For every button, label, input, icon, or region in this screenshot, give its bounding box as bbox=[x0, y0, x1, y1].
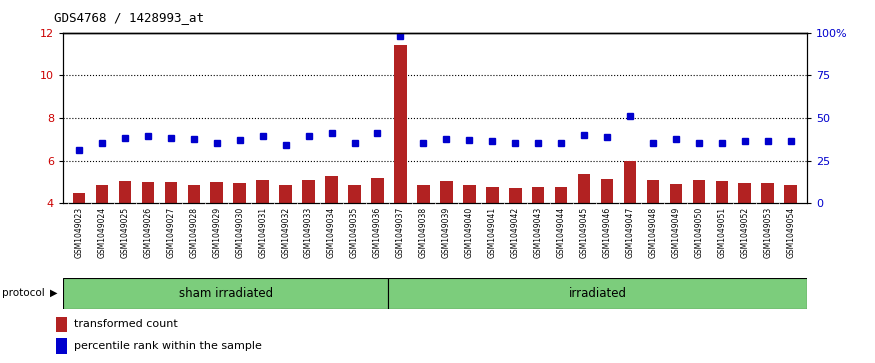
Text: GSM1049037: GSM1049037 bbox=[396, 207, 405, 258]
Text: GSM1049041: GSM1049041 bbox=[487, 207, 497, 258]
Bar bbox=[56, 338, 67, 354]
Bar bbox=[647, 180, 659, 203]
Text: GSM1049040: GSM1049040 bbox=[465, 207, 473, 258]
Text: GSM1049049: GSM1049049 bbox=[671, 207, 681, 258]
Bar bbox=[73, 193, 86, 203]
Text: GSM1049025: GSM1049025 bbox=[121, 207, 130, 258]
Text: GSM1049031: GSM1049031 bbox=[258, 207, 267, 258]
Text: irradiated: irradiated bbox=[569, 287, 626, 299]
Text: GSM1049052: GSM1049052 bbox=[740, 207, 749, 258]
Text: GSM1049043: GSM1049043 bbox=[534, 207, 542, 258]
Text: GSM1049048: GSM1049048 bbox=[648, 207, 657, 258]
Text: GSM1049051: GSM1049051 bbox=[718, 207, 726, 258]
Bar bbox=[142, 182, 154, 203]
Text: GSM1049050: GSM1049050 bbox=[695, 207, 704, 258]
Text: GSM1049030: GSM1049030 bbox=[235, 207, 244, 258]
Bar bbox=[256, 180, 269, 203]
Text: GSM1049053: GSM1049053 bbox=[763, 207, 773, 258]
Bar bbox=[187, 185, 200, 203]
Bar bbox=[440, 181, 452, 203]
Text: GSM1049034: GSM1049034 bbox=[327, 207, 336, 258]
Bar bbox=[348, 185, 360, 203]
Text: GSM1049047: GSM1049047 bbox=[626, 207, 634, 258]
Bar bbox=[716, 181, 728, 203]
Bar bbox=[692, 180, 705, 203]
Bar bbox=[509, 188, 522, 203]
Text: percentile rank within the sample: percentile rank within the sample bbox=[74, 341, 262, 351]
Bar bbox=[624, 160, 636, 203]
Text: GSM1049054: GSM1049054 bbox=[786, 207, 795, 258]
Text: GSM1049027: GSM1049027 bbox=[166, 207, 175, 258]
Text: GDS4768 / 1428993_at: GDS4768 / 1428993_at bbox=[54, 11, 204, 24]
Text: GSM1049039: GSM1049039 bbox=[442, 207, 451, 258]
Text: ▶: ▶ bbox=[50, 288, 58, 298]
Text: GSM1049033: GSM1049033 bbox=[304, 207, 313, 258]
Bar bbox=[56, 317, 67, 332]
Text: GSM1049023: GSM1049023 bbox=[74, 207, 84, 258]
Bar bbox=[669, 184, 682, 203]
Text: sham irradiated: sham irradiated bbox=[178, 287, 273, 299]
Bar bbox=[486, 187, 499, 203]
Bar bbox=[417, 185, 430, 203]
Text: GSM1049032: GSM1049032 bbox=[281, 207, 290, 258]
Text: GSM1049028: GSM1049028 bbox=[189, 207, 199, 258]
Text: GSM1049036: GSM1049036 bbox=[373, 207, 382, 258]
Bar bbox=[784, 185, 797, 203]
Text: GSM1049026: GSM1049026 bbox=[144, 207, 152, 258]
Bar bbox=[394, 45, 407, 203]
Bar bbox=[463, 185, 476, 203]
Text: GSM1049024: GSM1049024 bbox=[97, 207, 107, 258]
Bar bbox=[164, 182, 178, 203]
Bar bbox=[234, 183, 246, 203]
Text: GSM1049044: GSM1049044 bbox=[556, 207, 565, 258]
Bar bbox=[302, 180, 315, 203]
Bar bbox=[119, 181, 131, 203]
Bar bbox=[578, 175, 591, 203]
Bar bbox=[388, 278, 807, 309]
Text: GSM1049035: GSM1049035 bbox=[350, 207, 359, 258]
Text: GSM1049042: GSM1049042 bbox=[511, 207, 520, 258]
Bar bbox=[555, 187, 568, 203]
Bar bbox=[326, 176, 338, 203]
Bar bbox=[738, 183, 751, 203]
Bar bbox=[63, 278, 388, 309]
Bar bbox=[95, 185, 108, 203]
Text: GSM1049029: GSM1049029 bbox=[213, 207, 221, 258]
Bar bbox=[761, 183, 774, 203]
Text: GSM1049038: GSM1049038 bbox=[419, 207, 428, 258]
Bar bbox=[279, 185, 292, 203]
Text: transformed count: transformed count bbox=[74, 319, 178, 329]
Text: GSM1049045: GSM1049045 bbox=[579, 207, 589, 258]
Bar bbox=[601, 179, 613, 203]
Bar bbox=[211, 182, 223, 203]
Bar bbox=[371, 178, 384, 203]
Bar bbox=[532, 187, 544, 203]
Text: GSM1049046: GSM1049046 bbox=[603, 207, 612, 258]
Text: protocol: protocol bbox=[2, 288, 45, 298]
